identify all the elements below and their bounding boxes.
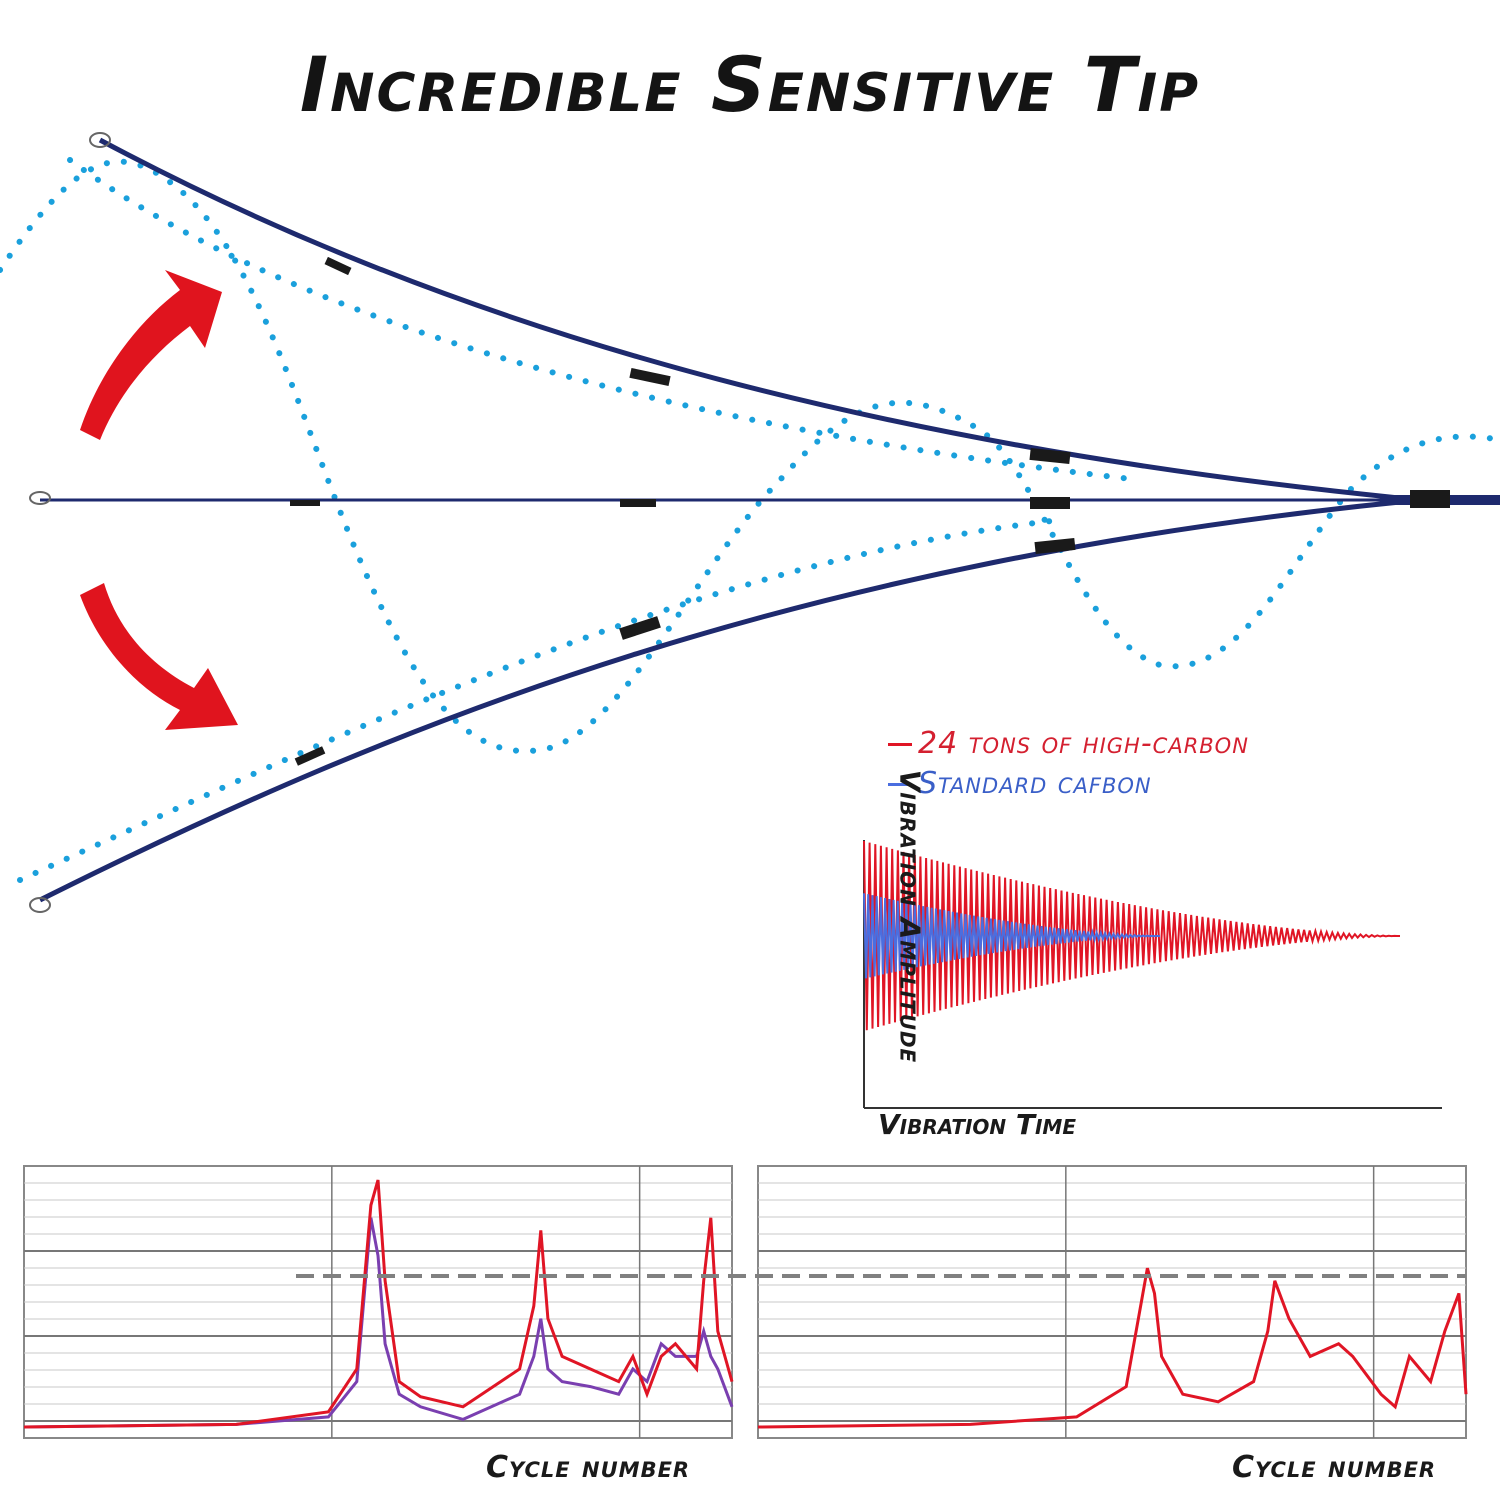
series-standard-carbon: [863, 893, 1160, 979]
rod-upper: [98, 137, 1421, 503]
legend-swatch-blue: [888, 783, 912, 786]
tip-ring-lower: [29, 897, 51, 913]
vibration-x-label: Vibration Time: [878, 1108, 1076, 1141]
tip-ring-middle: [29, 491, 51, 505]
cycle-right-x-label: Cycle number: [1232, 1450, 1437, 1485]
arrow-up-icon: [80, 270, 222, 440]
tip-ring-upper: [89, 132, 111, 148]
wave-dotted: [0, 158, 1500, 755]
vibration-chart: [863, 840, 1442, 1109]
legend-high-carbon: 24 tons of high-carbon: [888, 726, 1249, 761]
cycle-left-series-purple: [23, 1217, 734, 1429]
vibration-y-label: Vibration Amplitude: [893, 769, 927, 1064]
legend-label-standard-carbon: Standard cafbon: [918, 766, 1152, 801]
cycle-chart-right-grid: [758, 1166, 1466, 1438]
legend-label-high-carbon: 24 tons of high-carbon: [918, 726, 1249, 761]
page-title: Incredible Sensitive Tip: [299, 40, 1201, 129]
cycle-chart-left: [23, 1165, 734, 1439]
rod-guides: [290, 256, 1450, 766]
arrow-down-icon: [80, 583, 238, 730]
legend-standard-carbon: Standard cafbon: [888, 766, 1152, 801]
cycle-left-x-label: Cycle number: [486, 1450, 691, 1485]
rod-lower: [38, 497, 1421, 903]
cycle-chart-right: [757, 1165, 1468, 1439]
legend-swatch-red: [888, 743, 912, 746]
cycle-right-series-red: [757, 1267, 1468, 1429]
